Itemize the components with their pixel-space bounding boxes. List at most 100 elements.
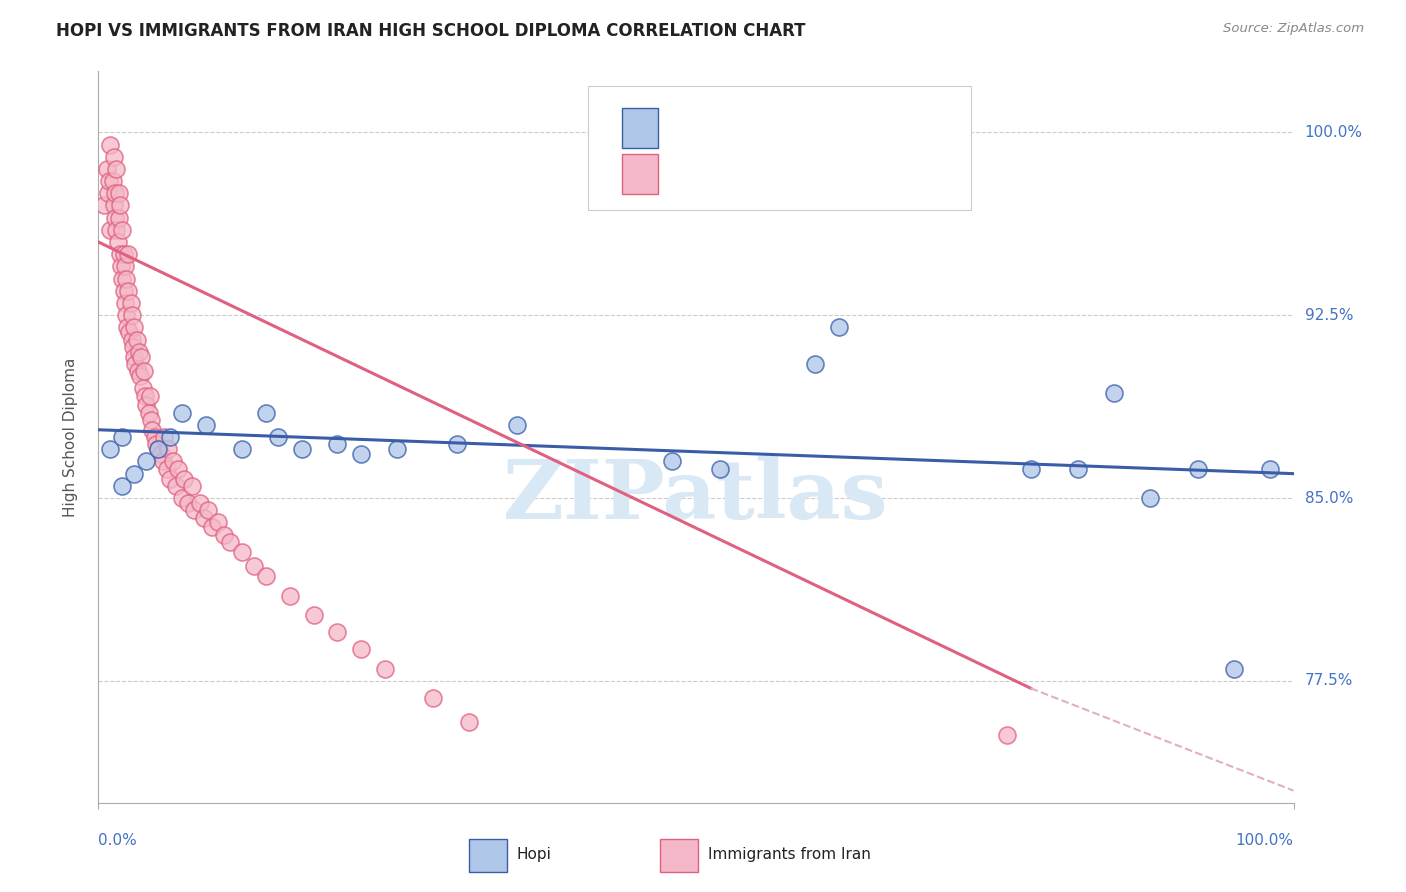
FancyBboxPatch shape bbox=[621, 108, 658, 148]
FancyBboxPatch shape bbox=[621, 154, 658, 194]
Point bbox=[153, 430, 176, 444]
Point bbox=[121, 333, 143, 347]
Point bbox=[111, 223, 134, 237]
Text: 0.0%: 0.0% bbox=[98, 833, 138, 848]
Text: 77.5%: 77.5% bbox=[1305, 673, 1353, 689]
Point bbox=[207, 516, 229, 530]
Text: R = -0.088: R = -0.088 bbox=[679, 119, 766, 134]
Text: 100.0%: 100.0% bbox=[1305, 125, 1362, 140]
Point bbox=[105, 161, 128, 176]
Point bbox=[104, 211, 127, 225]
Point bbox=[385, 442, 409, 457]
Point bbox=[177, 496, 200, 510]
Point bbox=[124, 320, 146, 334]
Point bbox=[134, 389, 156, 403]
Point bbox=[995, 727, 1018, 741]
Point bbox=[115, 308, 138, 322]
Text: N = 29: N = 29 bbox=[804, 119, 860, 134]
Text: R = -0.406: R = -0.406 bbox=[679, 166, 765, 181]
Point bbox=[1019, 462, 1042, 476]
Point bbox=[131, 381, 153, 395]
Point bbox=[143, 430, 166, 444]
Point bbox=[139, 413, 162, 427]
Point bbox=[458, 715, 481, 730]
Point bbox=[111, 430, 134, 444]
Point bbox=[98, 137, 122, 152]
Point bbox=[195, 417, 218, 432]
Point bbox=[114, 296, 136, 310]
Text: 100.0%: 100.0% bbox=[1236, 833, 1294, 848]
Point bbox=[1139, 491, 1161, 505]
Point bbox=[107, 186, 129, 201]
Point bbox=[709, 462, 731, 476]
Point bbox=[103, 150, 125, 164]
Point bbox=[267, 430, 290, 444]
Point bbox=[148, 442, 170, 457]
Point bbox=[148, 442, 170, 457]
Point bbox=[118, 325, 141, 339]
Point bbox=[162, 454, 184, 468]
Point bbox=[219, 535, 242, 549]
Text: 92.5%: 92.5% bbox=[1305, 308, 1353, 323]
Point bbox=[159, 430, 181, 444]
Point bbox=[212, 527, 235, 541]
Point bbox=[105, 223, 128, 237]
Point bbox=[93, 198, 115, 212]
Point bbox=[1258, 462, 1281, 476]
Point bbox=[661, 454, 683, 468]
Text: Source: ZipAtlas.com: Source: ZipAtlas.com bbox=[1223, 22, 1364, 36]
Point bbox=[125, 333, 148, 347]
Point bbox=[145, 437, 167, 451]
Point bbox=[135, 454, 157, 468]
Point bbox=[422, 690, 444, 705]
Point bbox=[243, 559, 266, 574]
Point bbox=[1104, 386, 1126, 401]
Point bbox=[326, 625, 349, 640]
Point bbox=[180, 479, 202, 493]
Point bbox=[201, 520, 224, 534]
Point bbox=[231, 544, 253, 558]
Text: ZIPatlas: ZIPatlas bbox=[503, 456, 889, 535]
Point bbox=[98, 223, 122, 237]
Point bbox=[98, 442, 122, 457]
Text: Hopi: Hopi bbox=[517, 847, 551, 862]
Point bbox=[115, 320, 138, 334]
Point bbox=[156, 442, 179, 457]
Point bbox=[193, 510, 215, 524]
Point bbox=[446, 437, 468, 451]
Point bbox=[107, 211, 129, 225]
Point bbox=[172, 406, 194, 420]
Point bbox=[112, 247, 135, 261]
Point bbox=[115, 271, 138, 285]
Point bbox=[254, 406, 277, 420]
FancyBboxPatch shape bbox=[589, 86, 972, 211]
Point bbox=[350, 642, 373, 657]
FancyBboxPatch shape bbox=[470, 839, 508, 872]
Point bbox=[128, 344, 150, 359]
Point bbox=[167, 462, 190, 476]
Point bbox=[111, 479, 134, 493]
Point bbox=[108, 247, 131, 261]
Text: HOPI VS IMMIGRANTS FROM IRAN HIGH SCHOOL DIPLOMA CORRELATION CHART: HOPI VS IMMIGRANTS FROM IRAN HIGH SCHOOL… bbox=[56, 22, 806, 40]
Point bbox=[1187, 462, 1209, 476]
Point bbox=[188, 496, 211, 510]
Point bbox=[278, 589, 301, 603]
Point bbox=[165, 479, 187, 493]
Point bbox=[197, 503, 219, 517]
Point bbox=[114, 260, 136, 274]
Point bbox=[804, 357, 827, 371]
Point bbox=[122, 340, 145, 354]
Point bbox=[1223, 662, 1246, 676]
Point bbox=[96, 161, 118, 176]
Point bbox=[828, 320, 851, 334]
Point bbox=[326, 437, 349, 451]
Point bbox=[159, 471, 181, 485]
Point bbox=[127, 364, 149, 378]
Point bbox=[173, 471, 195, 485]
Point bbox=[117, 247, 139, 261]
Point bbox=[124, 357, 146, 371]
Point bbox=[138, 406, 160, 420]
Text: Immigrants from Iran: Immigrants from Iran bbox=[709, 847, 870, 862]
Point bbox=[231, 442, 253, 457]
Point bbox=[141, 423, 163, 437]
